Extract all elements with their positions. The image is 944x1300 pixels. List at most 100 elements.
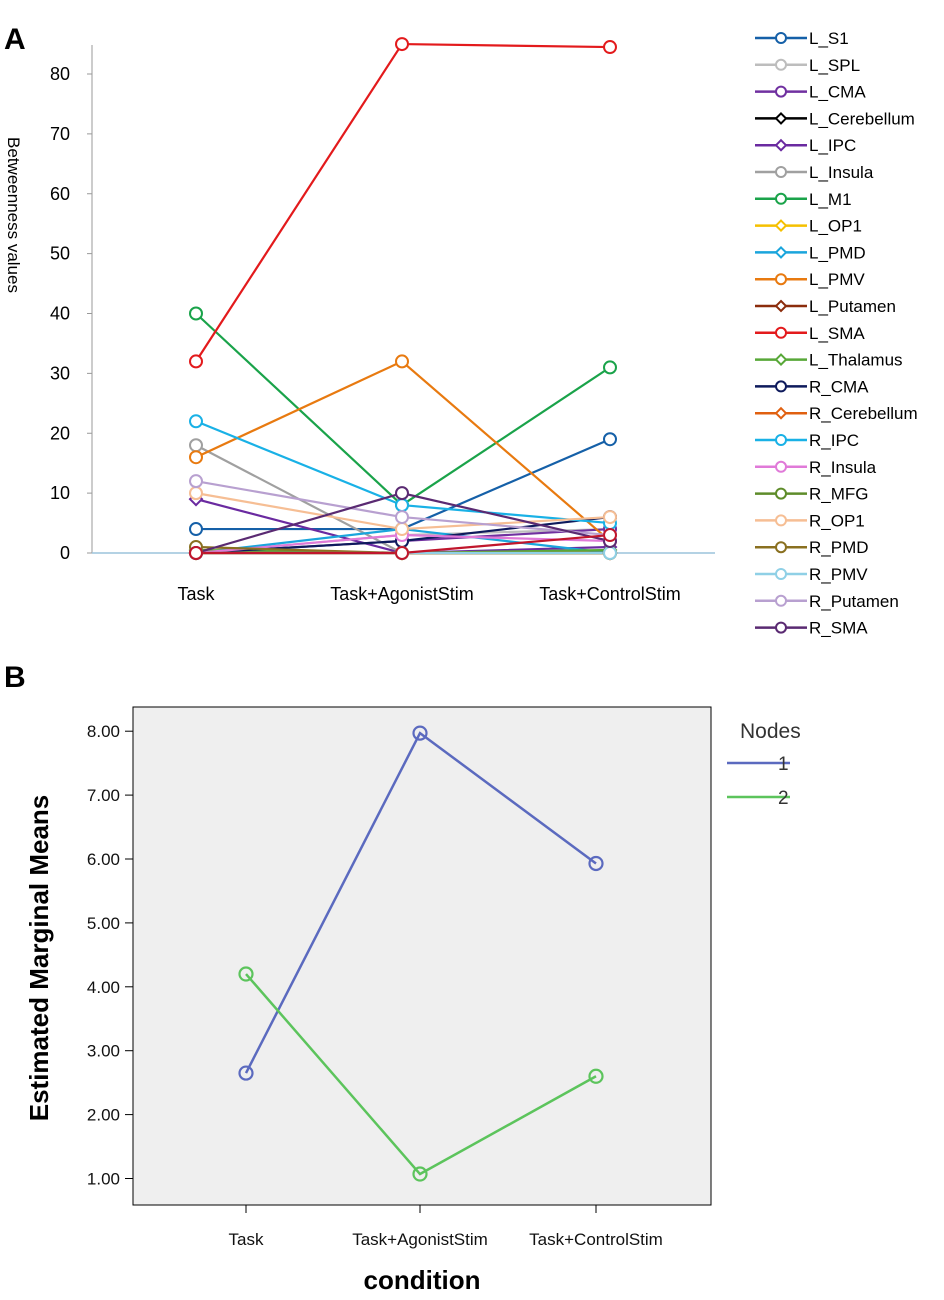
panel-b-data-point-node-2 [588, 1068, 604, 1084]
panel-a-chart: 0 10 20 30 40 50 60 70 80 Task Task+AgonistStim Tas… [50, 37, 715, 604]
panel-a-data-point-r_op1 [603, 510, 617, 525]
panel-b-x-tick-label: Task+ControlStim [529, 1230, 663, 1249]
legend-label-l_pmd: L_PMD [809, 243, 866, 262]
panel-a-data-point-r_sma [395, 486, 409, 501]
panel-b-legend-label-node-1: 1 [778, 754, 789, 775]
panel-a-data-point-l_s1 [189, 522, 203, 537]
legend-label-l_op1: L_OP1 [809, 217, 862, 236]
panel-a-y-tick-label: 0 [60, 543, 70, 563]
panel-b-legend: 12 [727, 754, 790, 809]
legend-label-r_ipc: R_IPC [809, 431, 859, 450]
legend-label-r_pmv: R_PMV [809, 565, 868, 584]
panel-a-data-point-r_op1 [189, 486, 203, 501]
legend-swatch-marker-l_m1 [775, 192, 787, 205]
panel-b-data-point-node-1 [588, 855, 604, 872]
panel-a-y-tick-label: 70 [50, 124, 70, 144]
legend-swatch-marker-r_mfg [775, 487, 787, 500]
panel-a-y-tick-label: 10 [50, 483, 70, 503]
legend-swatch-marker-l_s1 [775, 32, 787, 44]
panel-b-y-axis-label: Estimated Marginal Means [24, 795, 54, 1122]
panel-b-data-point-node-2 [238, 966, 254, 982]
legend-swatch-marker-l_thalamus [774, 353, 788, 367]
legend-swatch-marker-l_cma [775, 85, 787, 98]
legend-label-l_s1: L_S1 [809, 29, 849, 48]
legend-swatch-marker-l_spl [775, 58, 787, 71]
legend-swatch-marker-l_ipc [774, 138, 788, 152]
legend-swatch-marker-l_pmd [774, 245, 788, 259]
panel-a-data-point-l_pmv [189, 450, 203, 465]
legend-label-r_putamen: R_Putamen [809, 592, 899, 611]
panel-b-y-tick-label: 8.00 [87, 722, 120, 741]
panel-b-y-tick-label: 3.00 [87, 1042, 120, 1061]
panel-a-series-line-l_sma [195, 42, 611, 362]
panel-a-y-axis-label: Betweenness values [4, 137, 23, 293]
legend-label-l_thalamus: L_Thalamus [809, 351, 903, 370]
panel-b-x-axis-label: condition [364, 1265, 481, 1295]
legend-swatch-marker-r_pmv [775, 568, 787, 580]
legend-swatch-marker-r_insula [775, 460, 787, 473]
panel-a-y-tick-label: 60 [50, 184, 70, 204]
panel-b-y-tick-label: 1.00 [87, 1170, 120, 1189]
panel-a-x-tick-label: Task+AgonistStim [330, 584, 474, 604]
legend-label-r_insula: R_Insula [809, 458, 877, 477]
legend-swatch-marker-r_putamen [775, 594, 787, 607]
panel-b-data-point-node-1 [412, 725, 428, 741]
legend-label-l_cma: L_CMA [809, 83, 866, 102]
legend-swatch-marker-r_cerebellum [774, 406, 788, 420]
panel-a-data-point-r_putamen [189, 474, 203, 489]
legend-label-l_m1: L_M1 [809, 190, 852, 209]
panel-b-series-line-node-2 [245, 973, 597, 1176]
panel-a-data-point-r_sma [395, 546, 409, 560]
legend-label-r_cma: R_CMA [809, 377, 869, 396]
panel-b-plot-area [132, 706, 712, 1206]
legend-label-l_ipc: L_IPC [809, 136, 856, 155]
panel-a-data-point-l_sma [395, 37, 409, 52]
panel-a-data-point-l_m1 [603, 360, 617, 375]
legend-label-r_pmd: R_PMD [809, 538, 869, 557]
panel-a-y-tick-label: 20 [50, 423, 70, 443]
panel-b-y-tick-label: 2.00 [87, 1106, 120, 1125]
legend-label-l_spl: L_SPL [809, 56, 860, 75]
panel-b-chart: 1.00 2.00 3.00 4.00 5.00 6.00 7.00 8.00 Task Task… [87, 722, 663, 1249]
panel-a-y-tick-label: 30 [50, 363, 70, 383]
panel-a-series-line-l_m1 [195, 312, 611, 507]
panel-a-data-point-r_sma [189, 546, 203, 560]
legend-label-r_cerebellum: R_Cerebellum [809, 404, 918, 423]
legend-label-l_sma: L_SMA [809, 324, 865, 343]
panel-b-y-tick-label: 5.00 [87, 914, 120, 933]
legend-swatch-marker-r_cma [775, 380, 787, 393]
legend-swatch-marker-l_op1 [774, 219, 788, 233]
panel-a-data-point-l_m1 [189, 306, 203, 321]
legend-label-l_cerebellum: L_Cerebellum [809, 109, 915, 128]
panel-a-y-tick-label: 40 [50, 304, 70, 324]
panel-b-series-line-node-1 [244, 731, 597, 1074]
panel-b-y-tick-label: 4.00 [87, 978, 120, 997]
panel-a-data-point-l_sma [189, 354, 203, 369]
panel-a-data-point-l_pmv [395, 354, 409, 369]
panel-a-label: A [4, 23, 26, 56]
legend-label-r_mfg: R_MFG [809, 485, 869, 504]
legend-swatch-marker-r_pmd [775, 541, 787, 554]
panel-a-data-point-r_ipc [395, 498, 409, 513]
panel-a-legend: L_S1 L_SPL L_CMA L_Cerebellum L_IPC L_Insula L… [755, 29, 918, 638]
legend-swatch-marker-r_sma [775, 621, 787, 634]
legend-swatch-marker-l_sma [775, 326, 787, 339]
panel-a-x-tick-label: Task+ControlStim [539, 584, 681, 604]
panel-a-y-tick-label: 80 [50, 64, 70, 84]
legend-swatch-marker-l_putamen [774, 299, 788, 313]
panel-a-data-point-r_putamen [395, 510, 409, 525]
panel-a-data-point-l_sma [603, 40, 617, 55]
panel-a-x-tick-label: Task [177, 584, 215, 604]
legend-label-l_pmv: L_PMV [809, 270, 865, 289]
panel-b-legend-label-node-2: 2 [778, 788, 789, 809]
panel-a-data-point-r_op1 [395, 522, 409, 537]
legend-swatch-marker-r_ipc [775, 434, 787, 446]
panel-b-x-tick-label: Task+AgonistStim [352, 1230, 488, 1249]
panel-b-data-point-node-2 [412, 1166, 428, 1182]
panel-a-y-tick-label: 50 [50, 244, 70, 264]
panel-b-label: B [4, 661, 26, 694]
panel-a-data-point-r_pmv [603, 546, 617, 560]
legend-label-r_sma: R_SMA [809, 619, 868, 638]
legend-label-r_op1: R_OP1 [809, 511, 865, 530]
panel-b-x-tick-label: Task [229, 1230, 264, 1249]
